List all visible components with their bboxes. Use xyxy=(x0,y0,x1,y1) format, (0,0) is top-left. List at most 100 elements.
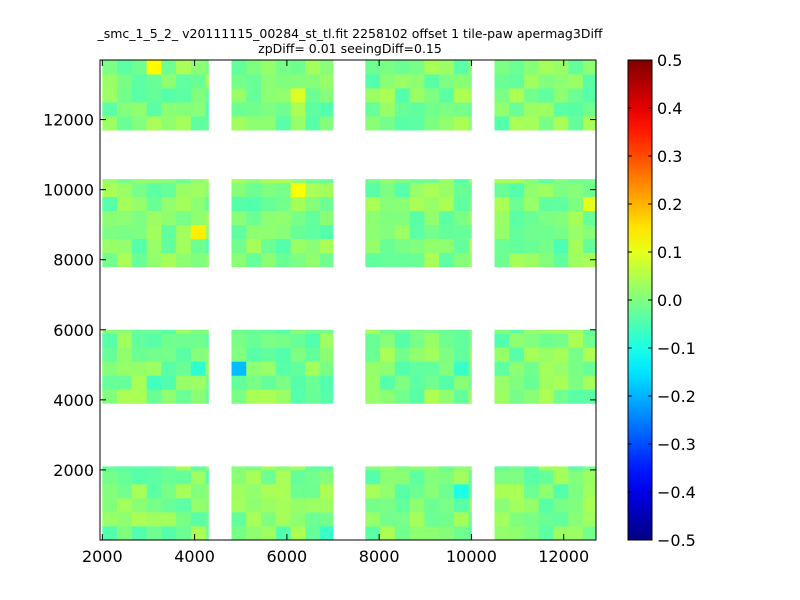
heatmap-cell xyxy=(261,469,277,485)
heatmap-cell xyxy=(305,196,321,212)
heatmap-cell xyxy=(131,196,147,212)
y-tick-label: 6000 xyxy=(53,321,94,340)
heatmap-cell xyxy=(117,102,133,117)
colorbar: 0.5 0.4 0.3 0.2 0.1 0.0 −0.1 −0.2 −0.3 −0.4 −0.5 xyxy=(627,51,696,550)
heatmap-cell xyxy=(246,210,262,226)
heatmap-cell xyxy=(380,210,396,226)
heatmap-cell xyxy=(453,333,470,348)
heatmap-cell xyxy=(131,333,147,348)
heatmap-cell xyxy=(509,466,525,471)
heatmap-cell xyxy=(146,182,162,198)
heatmap-cell xyxy=(365,196,381,212)
heatmap-cell xyxy=(102,469,118,485)
heatmap-cell xyxy=(553,333,569,348)
heatmap-cell xyxy=(568,88,584,103)
heatmap-cell xyxy=(246,224,262,240)
heatmap-cell xyxy=(553,238,569,254)
heatmap-cell xyxy=(468,102,472,117)
heatmap-cell xyxy=(275,196,291,212)
heatmap-cell xyxy=(524,116,540,131)
heatmap-cell xyxy=(538,361,554,376)
colorbar-tick-label: 0.0 xyxy=(657,291,682,310)
heatmap-cell xyxy=(275,466,291,471)
heatmap-cell xyxy=(190,252,207,268)
heatmap-cell xyxy=(365,102,381,117)
heatmap-cell xyxy=(246,196,262,212)
heatmap-cell xyxy=(320,361,334,376)
heatmap-cell xyxy=(231,497,247,513)
heatmap-cell xyxy=(409,88,425,103)
heatmap-cell xyxy=(320,88,334,103)
heatmap-cell xyxy=(509,60,525,75)
heatmap-cell xyxy=(453,179,470,184)
heatmap-cell xyxy=(453,375,470,390)
heatmap-cell xyxy=(146,252,162,268)
heatmap-cell xyxy=(583,224,597,240)
heatmap-cell xyxy=(394,525,410,541)
heatmap-cell xyxy=(394,333,410,348)
heatmap-cell xyxy=(275,389,291,404)
heatmap-cell xyxy=(568,511,584,527)
heatmap-cell xyxy=(553,329,569,334)
heatmap-cell xyxy=(365,466,381,471)
heatmap-cell xyxy=(205,224,209,240)
heatmap-cell xyxy=(439,329,455,334)
heatmap-cell xyxy=(290,102,306,117)
heatmap-cell xyxy=(524,252,540,268)
heatmap-cell xyxy=(261,182,277,198)
x-tick-label: 6000 xyxy=(267,547,308,566)
y-tick-label: 4000 xyxy=(53,391,94,410)
y-tick-label: 10000 xyxy=(43,181,94,200)
heatmap-cell xyxy=(176,60,192,75)
heatmap-cell xyxy=(231,179,247,184)
chart-subtitle: zpDiff= 0.01 seeingDiff=0.15 xyxy=(258,41,442,56)
heatmap-cell xyxy=(583,210,597,226)
heatmap-cell xyxy=(102,375,118,390)
heatmap-cell xyxy=(524,60,540,75)
heatmap-cell xyxy=(320,375,334,390)
heatmap-cell xyxy=(468,224,472,240)
heatmap-cell xyxy=(494,196,510,212)
heatmap-cell xyxy=(424,88,440,103)
heatmap-cell xyxy=(439,182,455,198)
y-tick-label: 12000 xyxy=(43,111,94,130)
heatmap-cell xyxy=(524,361,540,376)
heatmap-cell xyxy=(190,179,207,184)
heatmap-cell xyxy=(494,210,510,226)
heatmap-cell xyxy=(246,375,262,390)
x-tick-label: 12000 xyxy=(538,547,589,566)
heatmap-cell xyxy=(453,252,470,268)
colorbar-tick-label: −0.4 xyxy=(657,483,696,502)
heatmap-cell xyxy=(409,469,425,485)
heatmap-cell xyxy=(394,238,410,254)
heatmap-cell xyxy=(583,483,597,499)
heatmap-cell xyxy=(305,60,321,75)
heatmap-cell xyxy=(439,179,455,184)
heatmap-cell xyxy=(117,60,133,75)
heatmap-cell xyxy=(509,102,525,117)
heatmap-cell xyxy=(231,88,247,103)
heatmap-cell xyxy=(365,252,381,268)
heatmap-cell xyxy=(205,525,209,541)
heatmap-cell xyxy=(176,329,192,334)
heatmap-cell xyxy=(190,375,207,390)
heatmap-cell xyxy=(176,224,192,240)
heatmap-cell xyxy=(117,483,133,499)
heatmap-cell xyxy=(161,375,177,390)
heatmap-cell xyxy=(161,469,177,485)
heatmap-cell xyxy=(509,88,525,103)
heatmap-cell xyxy=(131,347,147,362)
heatmap-cell xyxy=(131,469,147,485)
heatmap-cell xyxy=(524,329,540,334)
heatmap-cell xyxy=(176,525,192,541)
heatmap-cell xyxy=(261,116,277,131)
heatmap-cell xyxy=(320,102,334,117)
heatmap-cell xyxy=(468,347,472,362)
heatmap-cell xyxy=(205,210,209,226)
heatmap-cell xyxy=(261,329,277,334)
heatmap-cell xyxy=(424,252,440,268)
heatmap-cell xyxy=(290,525,306,541)
heatmap-cell xyxy=(146,389,162,404)
heatmap-cell xyxy=(394,361,410,376)
heatmap-cell xyxy=(424,525,440,541)
